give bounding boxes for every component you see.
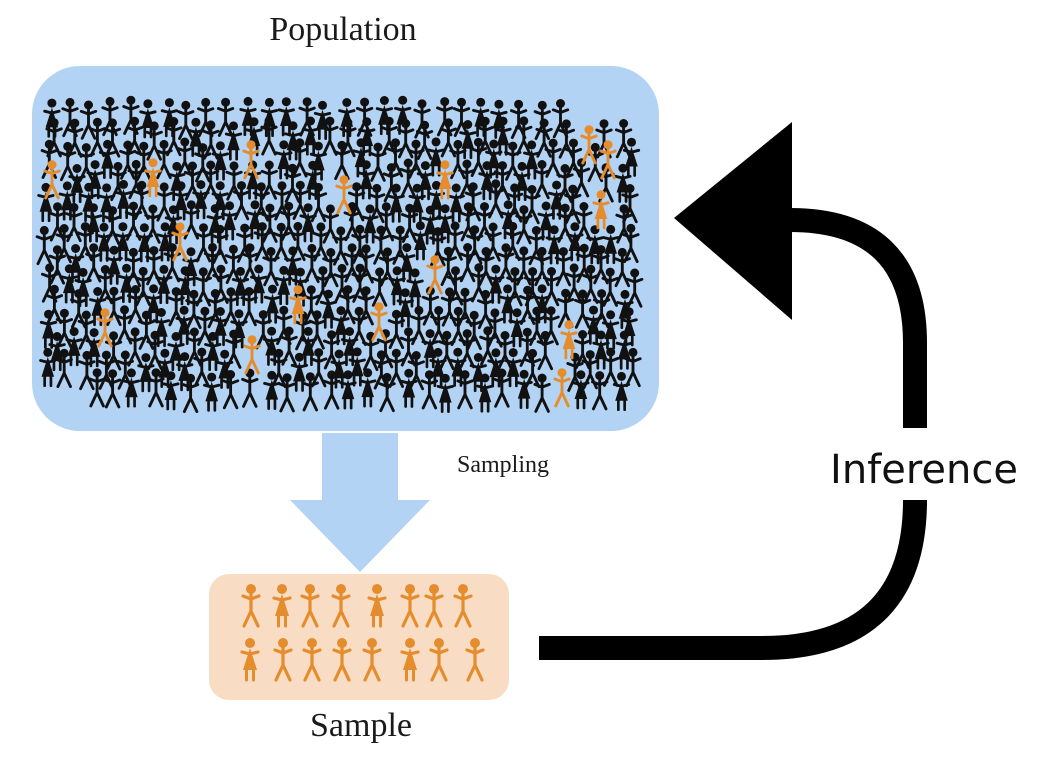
inference-arrow-lower-stroke <box>539 499 927 660</box>
sampling-label: Sampling <box>457 452 549 478</box>
inference-label: Inference <box>830 447 1018 493</box>
population-label: Population <box>269 11 416 48</box>
inference-arrow-upper-stroke <box>789 208 927 428</box>
inference-arrowhead <box>674 122 792 320</box>
sample-label: Sample <box>310 707 412 744</box>
sampling-arrow <box>290 433 430 572</box>
